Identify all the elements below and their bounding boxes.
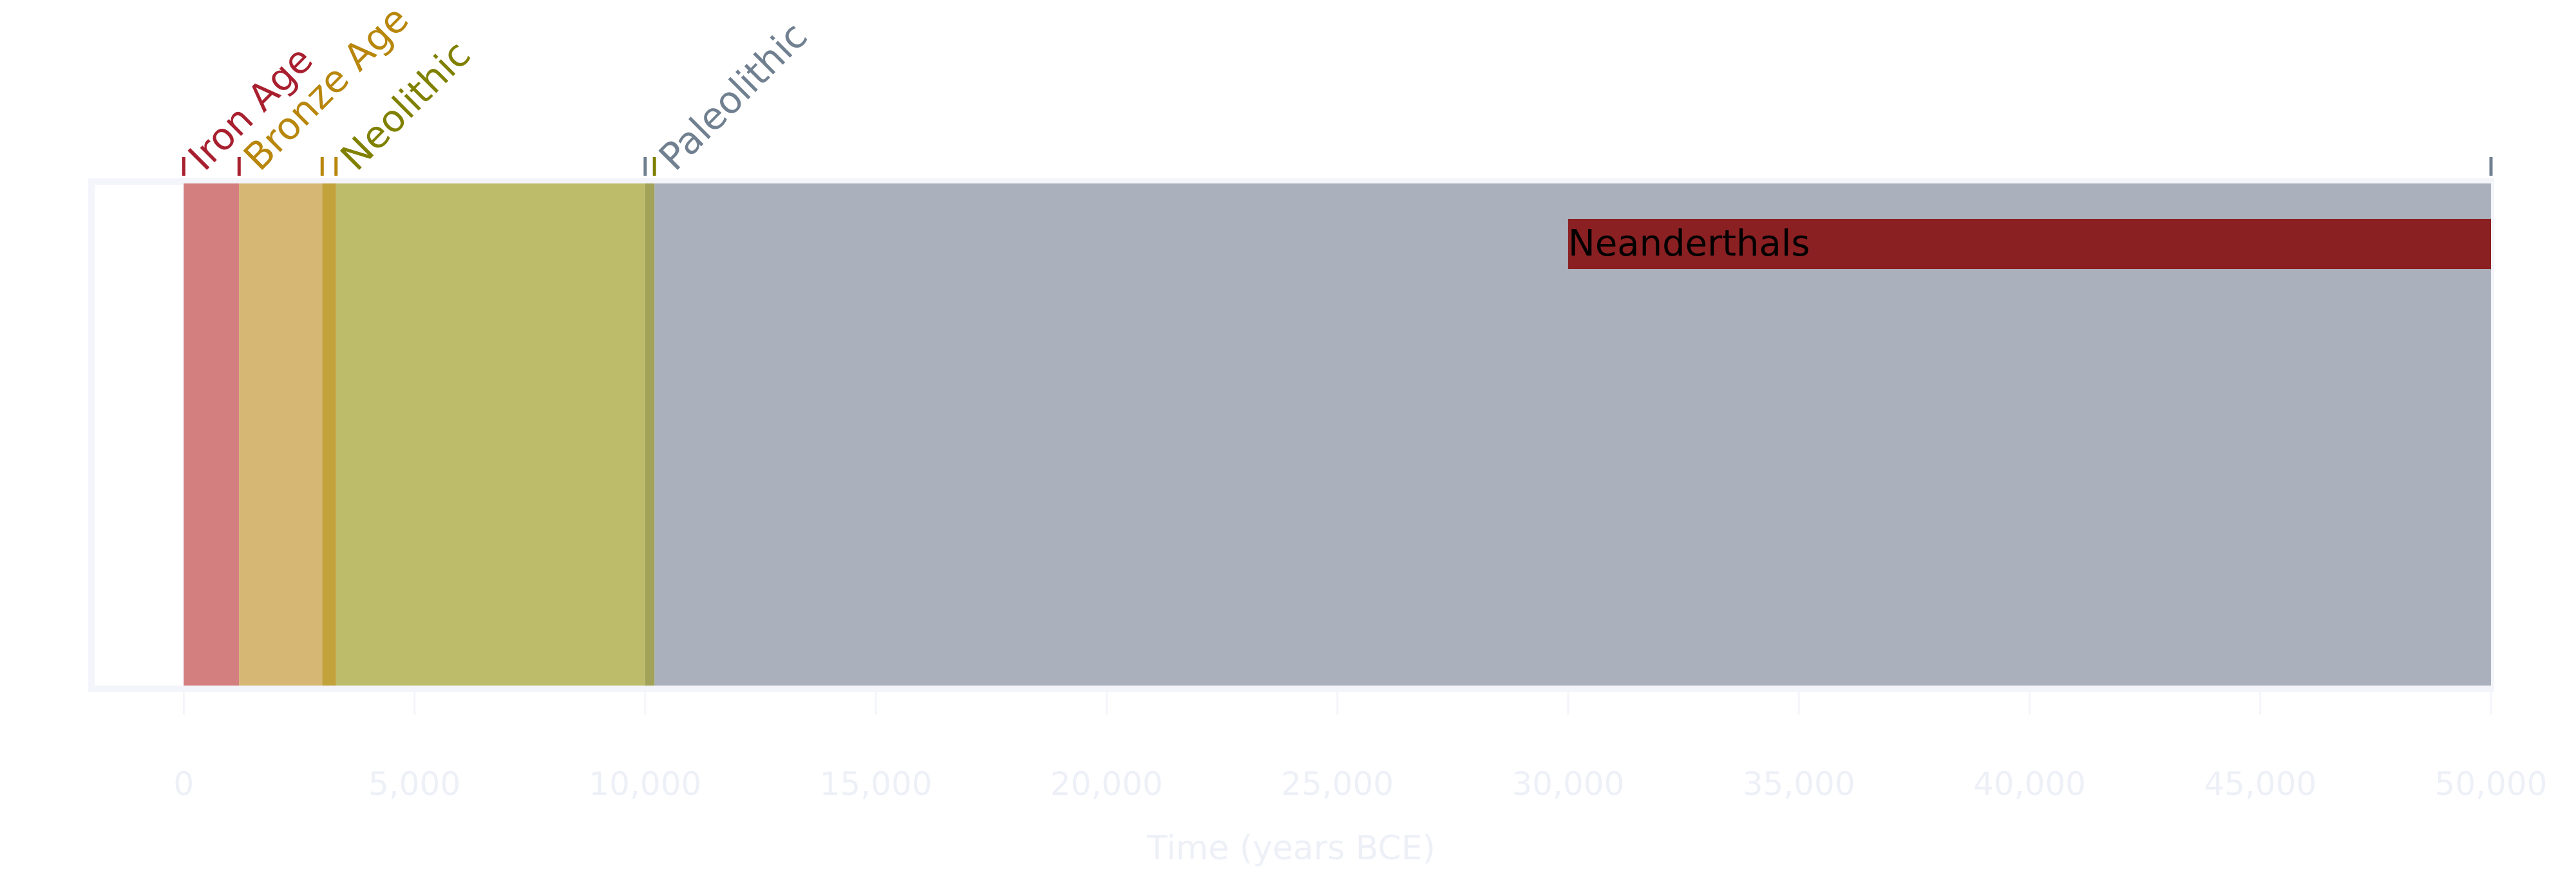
transition-band-0: [322, 183, 336, 686]
event-bars: Neanderthals: [1567, 219, 2491, 269]
era-band-0: [184, 183, 240, 686]
x-tick-label-10: 50,000: [2435, 765, 2548, 803]
event-label-0: Neanderthals: [1568, 223, 1810, 265]
x-axis: 0 5,000 10,000 15,000 20,000 25,000 30,000 35,0…: [173, 765, 2547, 803]
x-axis-title: Time (years BCE): [1146, 829, 1435, 868]
x-tick-label-0: 0: [173, 765, 194, 803]
x-tick-label-5: 25,000: [1281, 765, 1394, 803]
era-band-1: [239, 183, 323, 686]
transition-band-1: [645, 183, 655, 686]
x-tick-label-9: 45,000: [2204, 765, 2316, 803]
x-tick-label-4: 20,000: [1050, 765, 1163, 803]
x-tick-label-6: 30,000: [1511, 765, 1624, 803]
x-tick-label-1: 5,000: [368, 765, 460, 803]
transition-bands: [322, 183, 655, 686]
era-band-2: [336, 183, 645, 686]
era-label-3: Paleolithic: [650, 14, 816, 179]
x-tick-label-2: 10,000: [589, 765, 701, 803]
x-tick-label-3: 15,000: [820, 765, 933, 803]
event-bar-0: [1567, 219, 2491, 269]
era-boundary-ticks: [182, 157, 2493, 176]
x-tick-label-7: 35,000: [1743, 765, 1855, 803]
x-tick-label-8: 40,000: [1973, 765, 2086, 803]
